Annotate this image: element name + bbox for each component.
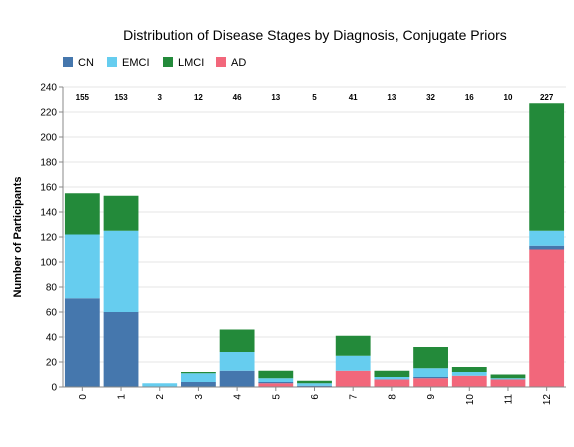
bar-lmci-stage-5 (258, 370, 294, 379)
y-tick-label: 140 (40, 208, 57, 219)
y-axis: 0 20 40 60 80 100 120 140 160 180 200 220 240 (40, 83, 64, 394)
bar-emci-stage-3 (181, 373, 216, 382)
bar-emci-stage-1 (103, 230, 139, 312)
legend-swatch-emci (107, 57, 117, 67)
y-tick-label: 180 (40, 158, 57, 169)
y-tick-label: 120 (40, 233, 57, 244)
total-label-stage-11: 10 (504, 93, 513, 102)
bar-cn-stage-12 (529, 245, 565, 250)
bar-cn-stage-0 (64, 298, 100, 387)
bar-cn-stage-5 (258, 382, 294, 384)
bar-cn-stage-3 (181, 382, 216, 387)
bar-emci-stage-12 (529, 230, 565, 246)
bar-emci-stage-4 (219, 352, 255, 371)
x-tick-label: 4 (233, 394, 244, 400)
bars (64, 103, 565, 387)
legend-label-emci: EMCI (122, 57, 150, 69)
bar-emci-stage-5 (258, 378, 294, 382)
bar-ad-stage-11 (490, 379, 526, 387)
total-label-stage-6: 5 (312, 93, 317, 102)
y-tick-label: 240 (40, 83, 57, 94)
bar-emci-stage-6 (297, 383, 332, 386)
total-labels: 155 153 3 12 46 13 5 41 13 32 16 10 227 (76, 93, 554, 102)
total-label-stage-10: 16 (465, 93, 474, 102)
bar-emci-stage-8 (374, 377, 410, 380)
total-label-stage-9: 32 (426, 93, 435, 102)
bar-lmci-stage-6 (297, 380, 332, 384)
y-tick-label: 60 (46, 308, 58, 319)
bar-lmci-stage-8 (374, 370, 410, 377)
y-tick-label: 220 (40, 108, 57, 119)
y-tick-label: 40 (46, 333, 58, 344)
x-tick-label: 5 (271, 394, 282, 400)
y-tick-label: 200 (40, 133, 57, 144)
grid (63, 86, 566, 388)
bar-emci-stage-7 (335, 355, 371, 371)
bar-emci-stage-10 (451, 372, 487, 376)
y-tick-label: 160 (40, 183, 57, 194)
bar-lmci-stage-10 (451, 367, 487, 372)
bar-emci-stage-2 (142, 383, 178, 387)
total-label-stage-4: 46 (233, 93, 242, 102)
x-axis: 0 1 2 3 4 5 6 7 8 9 10 11 12 (63, 386, 566, 406)
legend-label-ad: AD (231, 57, 246, 69)
y-tick-label: 0 (51, 383, 57, 394)
bar-lmci-stage-3 (181, 372, 216, 374)
legend-swatch-lmci (163, 57, 173, 67)
legend-swatch-ad (216, 57, 226, 67)
bar-lmci-stage-11 (490, 374, 526, 379)
total-label-stage-2: 3 (158, 93, 163, 102)
bar-lmci-stage-9 (413, 347, 448, 369)
chart-title: Distribution of Disease Stages by Diagno… (123, 27, 507, 43)
bar-ad-stage-12 (529, 249, 565, 387)
bar-lmci-stage-0 (64, 193, 100, 235)
x-tick-label: 3 (194, 394, 205, 400)
legend-swatch-cn (63, 57, 73, 67)
x-tick-label: 8 (387, 394, 398, 400)
bar-cn-stage-9 (413, 377, 448, 379)
bar-ad-stage-10 (451, 375, 487, 387)
x-tick-label: 9 (426, 394, 437, 400)
bar-ad-stage-7 (335, 370, 371, 387)
total-label-stage-12: 227 (540, 93, 554, 102)
total-label-stage-8: 13 (387, 93, 396, 102)
bar-cn-stage-1 (103, 312, 139, 387)
bar-lmci-stage-7 (335, 335, 371, 356)
x-tick-label: 11 (503, 394, 514, 405)
y-axis-title: Number of Participants (12, 176, 24, 297)
bar-cn-stage-4 (219, 370, 255, 387)
bar-lmci-stage-12 (529, 103, 565, 231)
x-tick-label: 6 (310, 394, 321, 400)
bar-ad-stage-5 (258, 383, 294, 387)
total-label-stage-0: 155 (76, 93, 90, 102)
total-label-stage-5: 13 (271, 93, 280, 102)
bar-emci-stage-9 (413, 368, 448, 377)
y-tick-label: 20 (46, 358, 58, 369)
x-tick-label: 0 (78, 394, 89, 400)
x-tick-label: 12 (542, 394, 553, 406)
bar-ad-stage-9 (413, 378, 448, 387)
bar-ad-stage-8 (374, 379, 410, 387)
bar-cn-stage-6 (297, 385, 332, 387)
bar-emci-stage-0 (64, 234, 100, 299)
x-tick-label: 2 (155, 394, 166, 400)
legend-label-cn: CN (78, 57, 94, 69)
bar-lmci-stage-4 (219, 329, 255, 352)
bar-lmci-stage-1 (103, 195, 139, 231)
x-tick-label: 7 (349, 394, 360, 400)
legend: CN EMCI LMCI AD (63, 57, 246, 69)
total-label-stage-1: 153 (114, 93, 128, 102)
total-label-stage-7: 41 (349, 93, 358, 102)
bar-emci-stage-11 (490, 378, 526, 380)
y-tick-label: 100 (40, 258, 57, 269)
x-tick-label: 1 (117, 394, 128, 400)
legend-label-lmci: LMCI (178, 57, 204, 69)
x-tick-label: 10 (465, 394, 476, 406)
total-label-stage-3: 12 (194, 93, 203, 102)
y-tick-label: 80 (46, 283, 58, 294)
